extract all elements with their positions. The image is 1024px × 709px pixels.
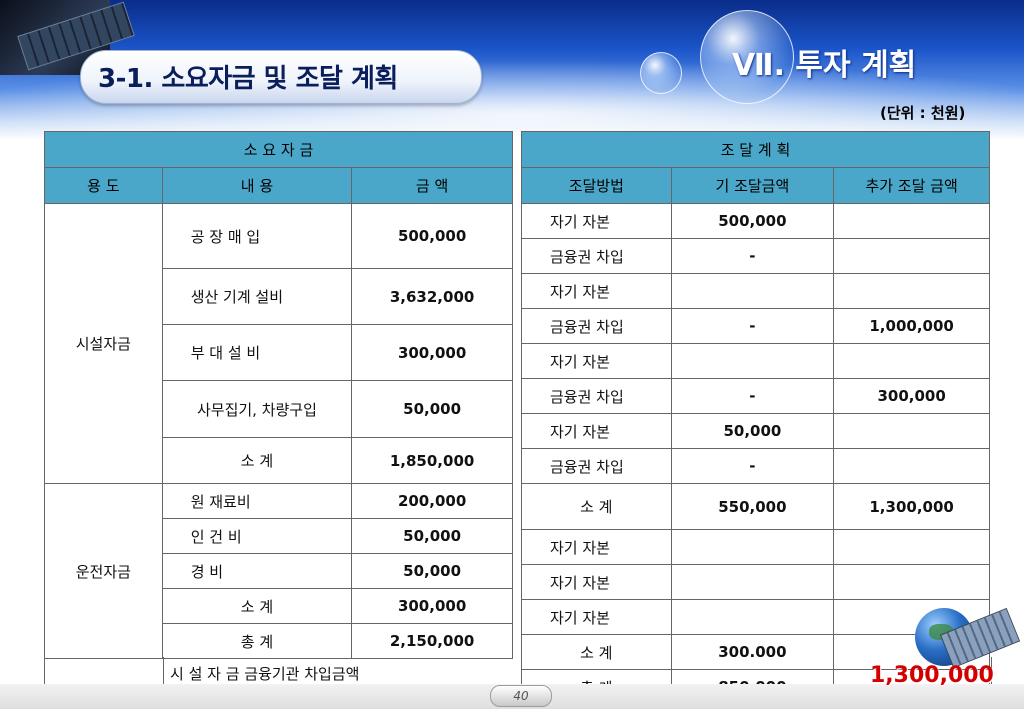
subtotal-amount: 1,850,000	[351, 437, 513, 484]
existing-cell: -	[670, 378, 835, 414]
additional-cell	[833, 238, 990, 274]
total-loan-amount: 1,300,000	[870, 663, 994, 688]
item-cell: 공 장 매 입	[161, 203, 353, 269]
item-cell: 생산 기계 설비	[161, 268, 353, 325]
bubble-small	[640, 52, 682, 94]
additional-cell	[833, 273, 990, 309]
subtotal-additional: 1,300,000	[833, 483, 990, 530]
method-cell: 금융권 차입	[521, 238, 672, 274]
amount-cell: 500,000	[351, 203, 513, 269]
total-label: 총 계	[161, 623, 353, 659]
existing-cell: -	[670, 448, 835, 484]
required-funds-header: 소 요 자 금	[44, 131, 513, 168]
method-cell: 금융권 차입	[521, 308, 672, 344]
unit-label: (단위 : 천원)	[880, 104, 966, 122]
subtotal-label: 소 계	[521, 483, 672, 530]
col-content: 내 용	[161, 167, 353, 204]
method-cell: 금융권 차입	[521, 378, 672, 414]
additional-cell	[833, 564, 990, 600]
total-amount: 2,150,000	[351, 623, 513, 659]
additional-cell	[833, 203, 990, 239]
existing-cell: 500,000	[670, 203, 835, 239]
item-cell: 원 재료비	[161, 483, 353, 519]
amount-cell: 50,000	[351, 518, 513, 554]
section-title-text: 투자 계획	[795, 48, 917, 83]
col-method: 조달방법	[521, 167, 672, 204]
additional-cell: 1,000,000	[833, 308, 990, 344]
amount-cell: 300,000	[351, 324, 513, 381]
existing-cell: 50,000	[670, 413, 835, 449]
category-operating: 운전자금	[44, 483, 163, 659]
category-facility: 시설자금	[44, 203, 163, 484]
additional-cell	[833, 343, 990, 379]
funding-plan-header: 조 달 계 획	[521, 131, 990, 168]
required-funds-table: 소 요 자 금 용 도 내 용 금 액 시설자금 공 장 매 입 500,000…	[44, 131, 513, 659]
method-cell: 자기 자본	[521, 529, 672, 565]
amount-cell: 50,000	[351, 380, 513, 438]
method-cell: 자기 자본	[521, 564, 672, 600]
method-cell: 금융권 차입	[521, 448, 672, 484]
col-additional: 추가 조달 금액	[833, 167, 990, 204]
col-usage: 용 도	[44, 167, 163, 204]
title-bar	[80, 50, 482, 104]
amount-cell: 3,632,000	[351, 268, 513, 325]
existing-cell	[670, 273, 835, 309]
subtotal-label: 소 계	[521, 634, 672, 670]
existing-cell: -	[670, 308, 835, 344]
funding-plan-table: 조 달 계 획 조달방법 기 조달금액 추가 조달 금액 자기 자본 500,00…	[521, 131, 990, 705]
item-cell: 사무집기, 차량구입	[161, 380, 353, 438]
method-cell: 자기 자본	[521, 599, 672, 635]
loan-footer-divider	[671, 657, 672, 688]
additional-cell: 300,000	[833, 378, 990, 414]
subtotal-label: 소 계	[161, 437, 353, 484]
loan-footer-text: 시 설 자 금 금융기관 차입금액	[170, 665, 360, 683]
amount-cell: 50,000	[351, 553, 513, 589]
additional-cell	[833, 448, 990, 484]
existing-cell: -	[670, 238, 835, 274]
additional-cell	[833, 529, 990, 565]
item-cell: 인 건 비	[161, 518, 353, 554]
method-cell: 자기 자본	[521, 273, 672, 309]
method-cell: 자기 자본	[521, 203, 672, 239]
subtotal-label: 소 계	[161, 588, 353, 624]
existing-cell	[670, 599, 835, 635]
section-title: Ⅶ. 투자 계획	[732, 40, 916, 84]
bubble-large	[700, 10, 794, 104]
col-amount: 금 액	[351, 167, 513, 204]
subtotal-existing: 550,000	[670, 483, 835, 530]
existing-cell	[670, 564, 835, 600]
subtotal-amount: 300,000	[351, 588, 513, 624]
section-roman: Ⅶ.	[732, 48, 785, 83]
amount-cell: 200,000	[351, 483, 513, 519]
existing-cell	[670, 529, 835, 565]
additional-cell	[833, 413, 990, 449]
page-number: 40	[490, 685, 552, 707]
method-cell: 자기 자본	[521, 343, 672, 379]
item-cell: 경 비	[161, 553, 353, 589]
col-existing: 기 조달금액	[670, 167, 835, 204]
method-cell: 자기 자본	[521, 413, 672, 449]
existing-cell	[670, 343, 835, 379]
loan-footer-left-border	[44, 657, 45, 688]
item-cell: 부 대 설 비	[161, 324, 353, 381]
page-title: 3-1. 소요자금 및 조달 계획	[98, 64, 398, 94]
